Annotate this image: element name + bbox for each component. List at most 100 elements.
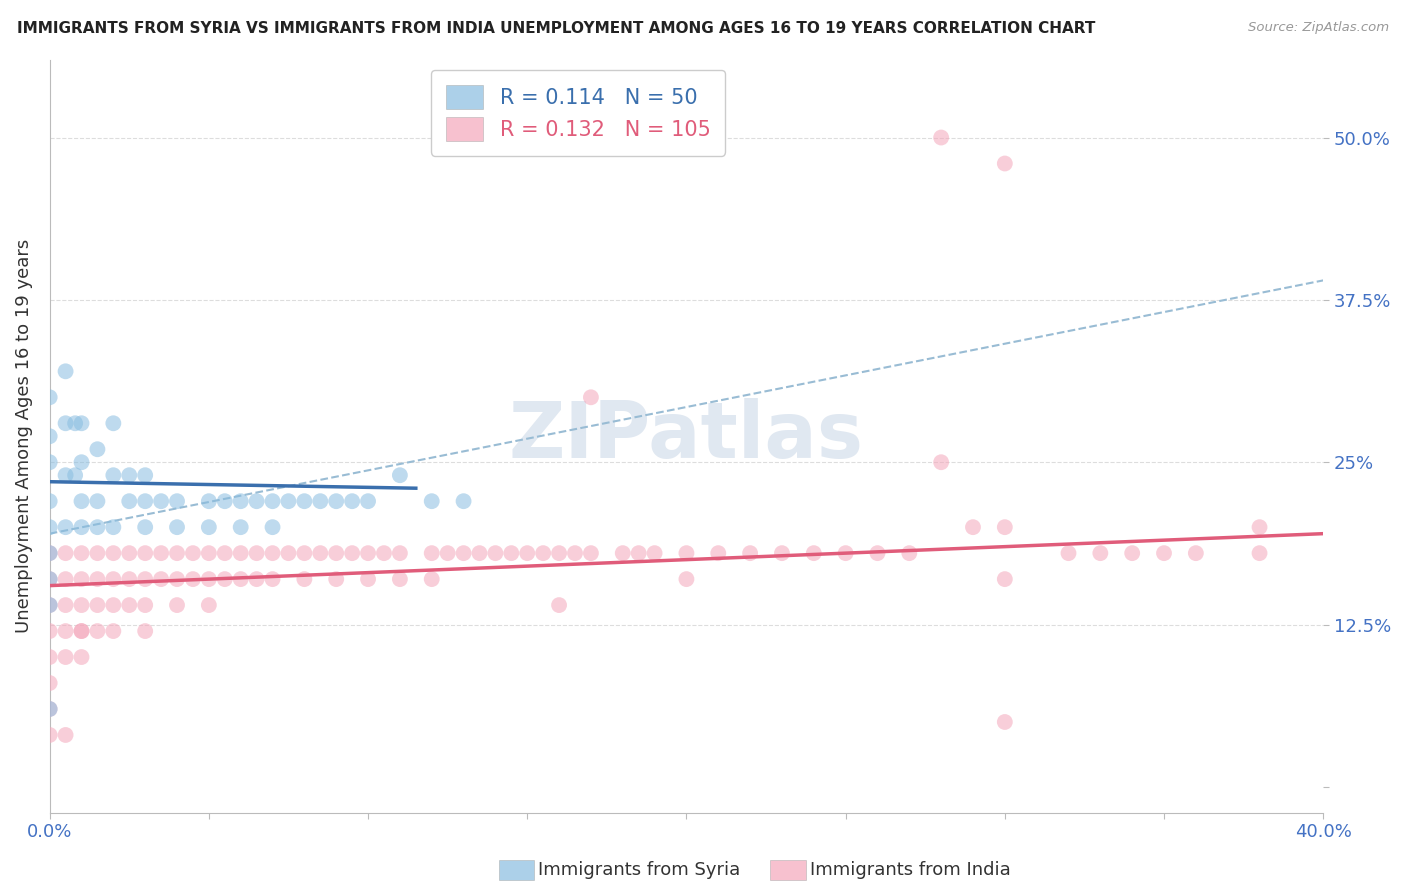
Point	[38, 624, 60, 638]
Point	[86, 546, 108, 560]
Point	[292, 494, 315, 508]
Point	[38, 572, 60, 586]
Point	[198, 572, 221, 586]
Point	[834, 546, 856, 560]
Point	[70, 520, 93, 534]
Point	[38, 520, 60, 534]
Point	[325, 546, 347, 560]
Point	[262, 546, 284, 560]
Point	[994, 520, 1017, 534]
Point	[198, 598, 221, 612]
Point	[1090, 546, 1112, 560]
Point	[420, 546, 443, 560]
Point	[70, 546, 93, 560]
Point	[1121, 546, 1143, 560]
Point	[214, 494, 236, 508]
Point	[325, 494, 347, 508]
Point	[388, 468, 411, 483]
Point	[134, 520, 156, 534]
Point	[118, 598, 141, 612]
Point	[166, 494, 188, 508]
Point	[340, 494, 363, 508]
Point	[134, 598, 156, 612]
Point	[214, 546, 236, 560]
Point	[388, 546, 411, 560]
Point	[501, 546, 523, 560]
Point	[70, 650, 93, 665]
Point	[181, 572, 204, 586]
Point	[246, 494, 269, 508]
Point	[55, 624, 77, 638]
Point	[103, 520, 125, 534]
Legend: R = 0.114   N = 50, R = 0.132   N = 105: R = 0.114 N = 50, R = 0.132 N = 105	[432, 70, 725, 155]
Point	[103, 598, 125, 612]
Point	[103, 624, 125, 638]
Point	[675, 546, 697, 560]
Point	[309, 546, 332, 560]
Point	[38, 546, 60, 560]
Text: Source: ZipAtlas.com: Source: ZipAtlas.com	[1249, 21, 1389, 34]
Point	[63, 468, 86, 483]
Point	[103, 546, 125, 560]
Point	[262, 520, 284, 534]
Text: ZIPatlas: ZIPatlas	[509, 398, 863, 475]
Point	[118, 572, 141, 586]
Point	[309, 494, 332, 508]
Point	[118, 468, 141, 483]
Point	[55, 650, 77, 665]
Point	[453, 494, 475, 508]
Point	[55, 728, 77, 742]
Point	[453, 546, 475, 560]
Point	[70, 624, 93, 638]
Point	[420, 494, 443, 508]
Point	[388, 572, 411, 586]
Point	[118, 494, 141, 508]
Point	[166, 520, 188, 534]
Point	[929, 455, 952, 469]
Point	[277, 546, 299, 560]
Point	[1249, 546, 1271, 560]
Point	[994, 572, 1017, 586]
Point	[548, 598, 571, 612]
Point	[803, 546, 825, 560]
Point	[420, 572, 443, 586]
Point	[325, 572, 347, 586]
Text: Immigrants from India: Immigrants from India	[810, 861, 1011, 879]
Point	[150, 546, 173, 560]
Point	[38, 598, 60, 612]
Point	[166, 598, 188, 612]
Point	[166, 546, 188, 560]
Point	[357, 494, 380, 508]
Point	[627, 546, 650, 560]
Point	[740, 546, 762, 560]
Point	[55, 572, 77, 586]
Point	[277, 494, 299, 508]
Point	[262, 494, 284, 508]
Text: IMMIGRANTS FROM SYRIA VS IMMIGRANTS FROM INDIA UNEMPLOYMENT AMONG AGES 16 TO 19 : IMMIGRANTS FROM SYRIA VS IMMIGRANTS FROM…	[17, 21, 1095, 36]
Point	[866, 546, 889, 560]
Point	[150, 572, 173, 586]
Point	[214, 572, 236, 586]
Point	[564, 546, 586, 560]
Point	[38, 598, 60, 612]
Point	[103, 468, 125, 483]
Point	[770, 546, 793, 560]
Point	[229, 520, 252, 534]
Point	[63, 417, 86, 431]
Point	[644, 546, 666, 560]
Point	[38, 676, 60, 690]
Point	[229, 494, 252, 508]
Point	[962, 520, 984, 534]
Point	[357, 572, 380, 586]
Point	[357, 546, 380, 560]
Point	[55, 417, 77, 431]
Point	[55, 598, 77, 612]
Point	[70, 624, 93, 638]
Point	[103, 572, 125, 586]
Point	[675, 572, 697, 586]
Point	[55, 364, 77, 378]
Point	[612, 546, 634, 560]
Point	[134, 624, 156, 638]
Point	[516, 546, 538, 560]
Point	[229, 546, 252, 560]
